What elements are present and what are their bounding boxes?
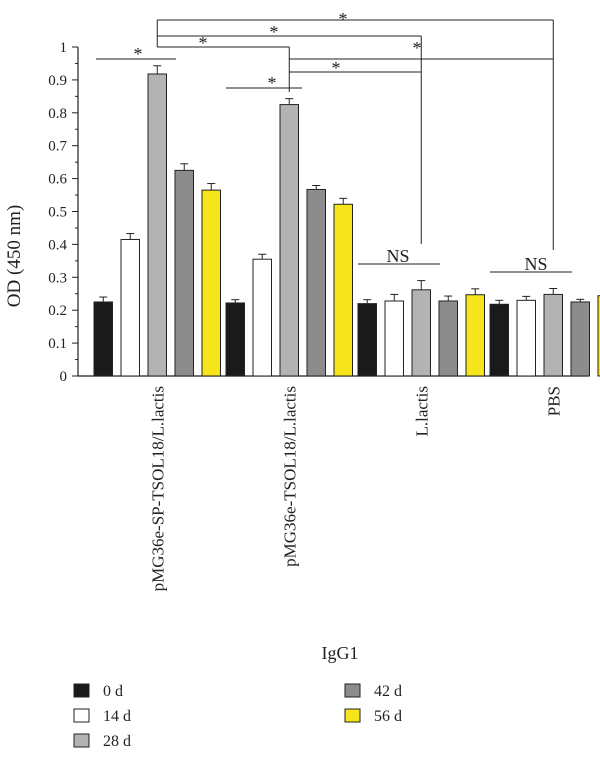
y-tick-label: 0.1	[48, 336, 67, 352]
significance-annotations: * * NS NS * * * * *	[96, 9, 572, 274]
y-tick-label: 0.8	[48, 106, 67, 122]
bar	[516, 299, 536, 377]
legend-label: 56 d	[374, 708, 402, 725]
bar	[543, 293, 563, 377]
significance-label: *	[339, 9, 348, 29]
legend-swatch	[73, 733, 90, 748]
legend-swatch	[73, 683, 90, 698]
bar	[489, 303, 509, 377]
significance-label: *	[270, 22, 279, 42]
bar	[411, 289, 431, 377]
category-label: pMG36e-SP-TSOL18/L.lactis	[148, 386, 167, 591]
legend-label: 28 d	[103, 733, 131, 750]
y-tick-label: 0.3	[48, 270, 67, 286]
legend-swatch	[344, 683, 361, 698]
legend-label: 0 d	[103, 683, 123, 700]
y-tick-label: 0.2	[48, 303, 67, 319]
significance-label: *	[199, 33, 208, 53]
bar	[357, 303, 377, 377]
category-label: pMG36e-TSOL18/L.lactis	[280, 386, 299, 567]
legend-label: 14 d	[103, 708, 131, 725]
legend-swatch	[344, 708, 361, 723]
bar	[306, 188, 326, 377]
x-axis-label: IgG1	[322, 643, 359, 663]
y-axis-label: OD (450 nm)	[4, 205, 25, 307]
legend-label: 42 d	[374, 683, 402, 700]
legend-swatch	[73, 708, 90, 723]
bar	[201, 189, 221, 377]
bar	[252, 258, 272, 377]
bar	[174, 169, 194, 377]
y-tick-label: 1	[60, 40, 68, 56]
y-tick-label: 0.7	[48, 139, 67, 155]
bar	[147, 73, 167, 377]
bar	[384, 300, 404, 377]
category-labels: pMG36e-SP-TSOL18/L.lactis pMG36e-TSOL18/L…	[148, 386, 563, 591]
bar	[597, 295, 600, 377]
y-tick-label: 0.4	[48, 237, 67, 253]
bar	[93, 301, 113, 377]
y-tick-label: 0	[60, 369, 68, 385]
legend: 0 d 14 d 28 d 42 d 56 d	[73, 683, 402, 750]
bar	[279, 104, 299, 377]
significance-label: *	[268, 73, 277, 93]
significance-label: NS	[386, 246, 409, 266]
bar	[120, 238, 140, 377]
significance-label: *	[413, 38, 422, 58]
y-tick-label: 0.9	[48, 73, 67, 89]
y-tick-label: 0.6	[48, 172, 67, 188]
bar	[333, 203, 353, 377]
category-label: L.lactis	[412, 386, 431, 437]
bar	[465, 294, 485, 377]
bar	[225, 302, 245, 377]
significance-label: *	[332, 58, 341, 78]
bar	[438, 300, 458, 377]
significance-label: NS	[524, 254, 547, 274]
category-label: PBS	[544, 386, 563, 416]
y-tick-label: 0.5	[48, 205, 67, 221]
significance-label: *	[134, 44, 143, 64]
bar-series-group	[93, 65, 600, 377]
bar	[570, 301, 590, 377]
